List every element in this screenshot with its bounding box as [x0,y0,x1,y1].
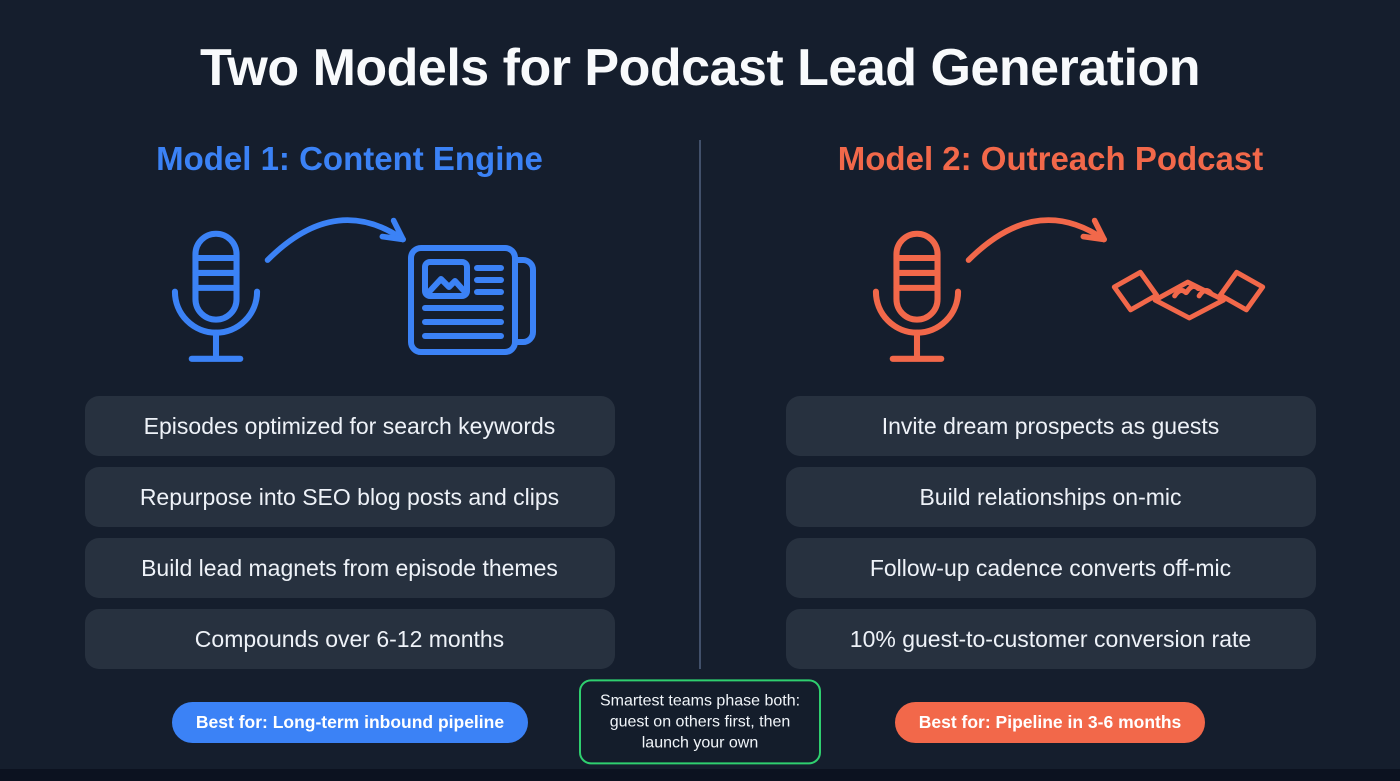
article-icon [407,245,536,355]
list-item: Compounds over 6-12 months [84,609,615,669]
list-item: Repurpose into SEO blog posts and clips [84,467,615,527]
footer-row: Best for: Long-term inbound pipeline Bes… [0,679,1400,765]
model-1-icon-row [110,186,590,376]
model-2-feature-list: Invite dream prospects as guests Build r… [785,396,1316,669]
bottom-strip [0,769,1400,781]
microphone-icon [171,230,260,362]
page-title: Two Models for Podcast Lead Generation [200,39,1200,97]
best-for-badge-model-1: Best for: Long-term inbound pipeline [171,701,529,743]
list-item: Episodes optimized for search keywords [84,396,615,456]
model-1-heading: Model 1: Content Engine [156,140,543,177]
column-divider [699,140,701,669]
model-1-column: Model 1: Content Engine [0,126,699,669]
two-column-layout: Model 1: Content Engine [0,126,1400,669]
handshake-icon [1111,269,1265,321]
model-2-heading: Model 2: Outreach Podcast [837,140,1264,177]
list-item: Follow-up cadence converts off-mic [785,538,1316,598]
curved-arrow-icon [965,217,1107,263]
model-2-icon-row [811,186,1291,376]
model-1-feature-list: Episodes optimized for search keywords R… [84,396,615,669]
microphone-icon [872,230,961,362]
center-advice-note: Smartest teams phase both: guest on othe… [579,679,821,765]
list-item: Build lead magnets from episode themes [84,538,615,598]
best-for-badge-model-2: Best for: Pipeline in 3-6 months [894,701,1206,743]
curved-arrow-icon [264,217,406,263]
list-item: Invite dream prospects as guests [785,396,1316,456]
model-2-column: Model 2: Outreach Podcast [701,126,1400,669]
list-item: Build relationships on-mic [785,467,1316,527]
footer-left: Best for: Long-term inbound pipeline [0,683,700,761]
list-item: 10% guest-to-customer conversion rate [785,609,1316,669]
footer-right: Best for: Pipeline in 3-6 months [700,683,1400,761]
